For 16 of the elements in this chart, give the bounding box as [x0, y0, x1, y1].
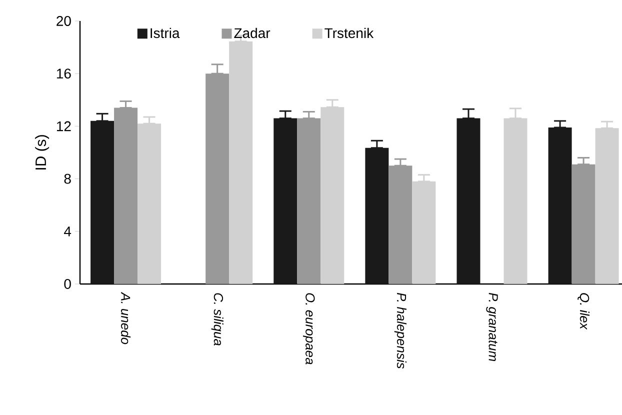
y-tick-label: 4 — [64, 226, 72, 236]
x-tick-label: A. unedo — [121, 292, 131, 344]
legend-label: Istria — [150, 28, 180, 38]
y-tick-label: 0 — [64, 279, 71, 289]
x-tick-label: P. halepensis — [394, 292, 407, 369]
legend-label: Zadar — [234, 28, 270, 38]
y-axis-title: ID (s) — [35, 135, 50, 170]
x-tick-label: C. siliqua — [211, 293, 224, 346]
y-tick-label: 20 — [56, 16, 71, 26]
x-tick-label: Q. ilex — [578, 293, 590, 330]
y-tick-label: 12 — [56, 121, 71, 132]
x-tick-label: P. granatum — [486, 292, 498, 362]
y-tick-label: 16 — [56, 68, 71, 79]
x-tick-label: O. europaea — [303, 293, 315, 364]
y-tick-label: 8 — [64, 174, 71, 184]
legend-label: Trstenik — [324, 28, 374, 38]
